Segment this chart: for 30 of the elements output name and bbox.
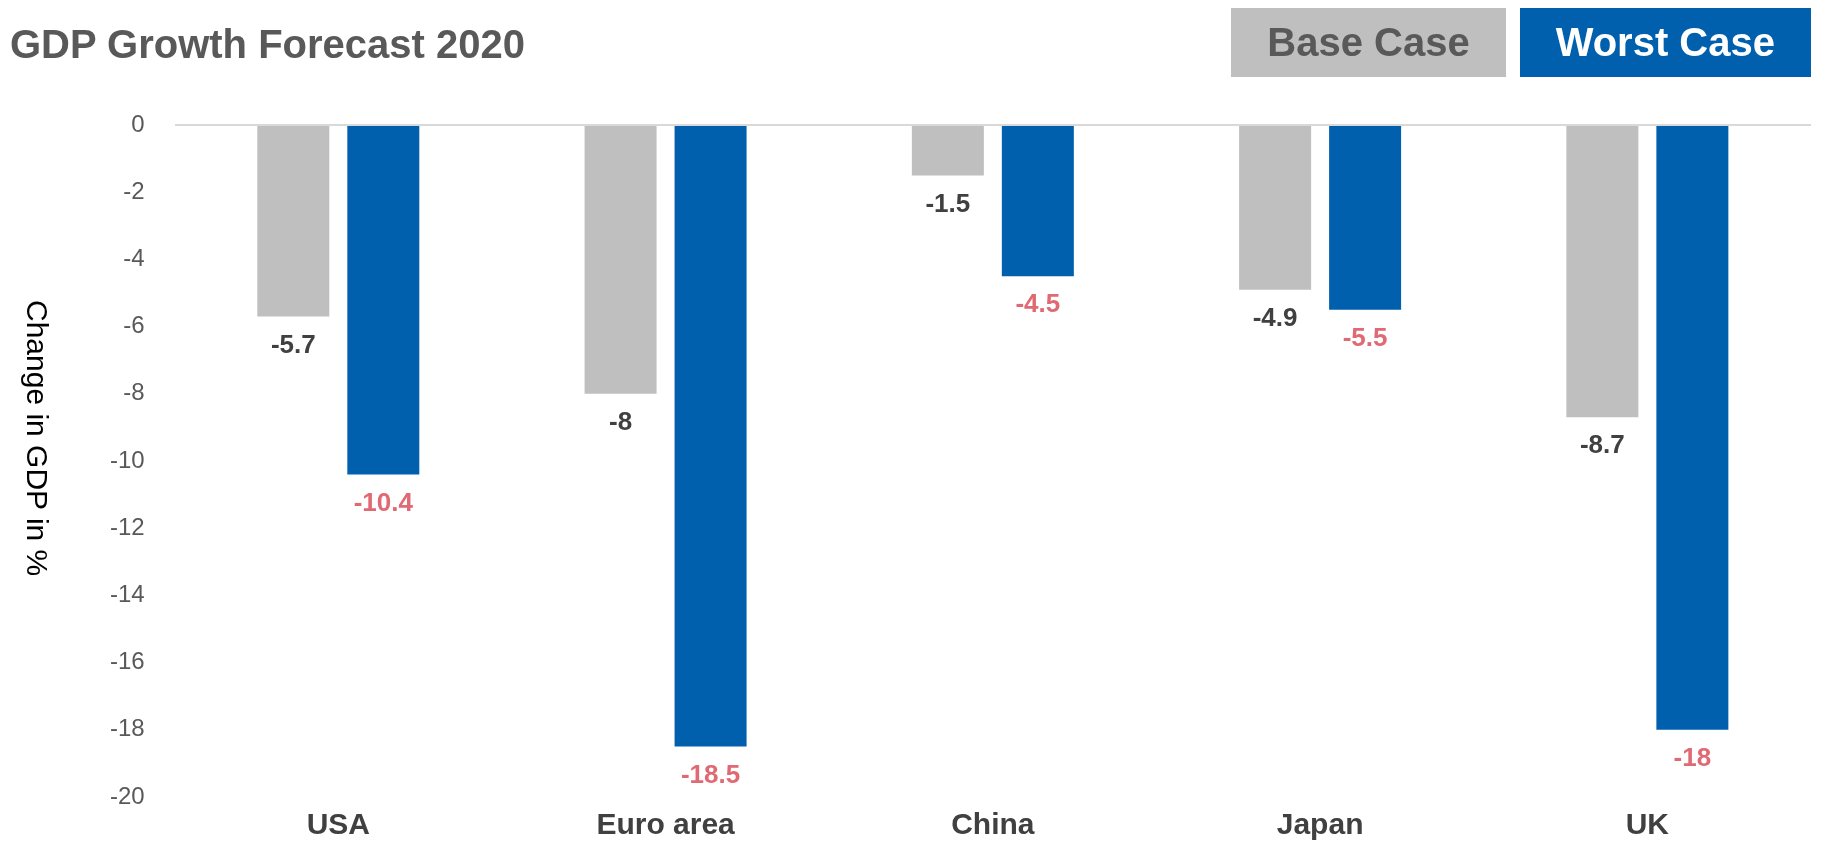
data-label: -8.7 [1579,429,1625,460]
y-tick-label: -20 [110,781,145,809]
y-tick-label: -6 [123,311,145,339]
x-tick-label: China [951,807,1035,841]
data-label: -18 [1673,741,1712,772]
y-tick-label: -4 [123,244,145,272]
x-tick-label: USA [306,807,370,841]
x-tick-label: Japan [1276,807,1364,841]
series-label: Worst Case [1519,8,1811,77]
data-label: -4.9 [1252,301,1298,332]
series-label: Base Case [1231,8,1506,77]
y-axis-title: Change in GDP in % [20,300,54,577]
data-label: -8 [609,405,633,436]
y-tick-label: -16 [110,647,145,675]
y-tick-label: -8 [123,378,145,406]
chart-title: GDP Growth Forecast 2020 [10,22,525,67]
data-label: -5.5 [1342,321,1388,352]
x-tick-label: UK [1625,807,1670,841]
data-label: -5.7 [270,328,316,359]
y-tick-label: 0 [131,109,145,137]
data-label: -1.5 [925,187,971,218]
y-tick-label: -2 [123,176,145,204]
x-tick-label: Euro area [596,807,736,841]
data-label: -4.5 [1015,288,1061,319]
y-tick-label: -14 [110,580,145,608]
data-label: -18.5 [680,758,741,789]
y-tick-label: -18 [110,714,145,742]
y-tick-label: -10 [110,445,145,473]
data-label: -10.4 [353,486,414,517]
y-tick-label: -12 [110,512,145,540]
